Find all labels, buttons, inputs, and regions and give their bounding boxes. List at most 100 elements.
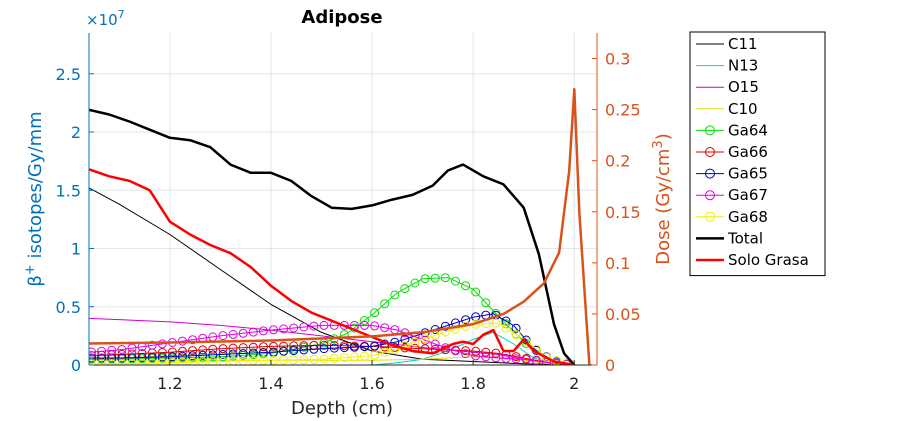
- marker-ga67-1: [97, 346, 107, 356]
- grid-lines: [89, 33, 597, 366]
- marker-ga65-26: [349, 342, 359, 352]
- marker-ga66-8: [167, 347, 177, 357]
- marker-ga64-33: [420, 274, 430, 284]
- marker-ga68-27: [360, 351, 369, 361]
- marker-ga66-17: [258, 342, 268, 352]
- marker-ga65-6: [147, 352, 157, 362]
- marker-ga68-1: [97, 359, 107, 365]
- marker-ga67-40: [491, 353, 501, 363]
- marker-ga68-32: [410, 337, 420, 347]
- marker-ga67-37: [461, 349, 471, 359]
- marker-ga64-35: [440, 273, 450, 283]
- legend-label-c10: C10: [728, 100, 758, 118]
- marker-ga68-2: [107, 359, 117, 365]
- y-right-tick-label-4: 0.2: [605, 152, 630, 171]
- marker-ga66-11: [198, 345, 208, 355]
- y-left-tick-label-4: 2: [71, 123, 81, 142]
- marker-ga65-24: [329, 343, 339, 353]
- marker-ga67-19: [279, 324, 289, 334]
- marker-ga68-19: [279, 355, 289, 365]
- marker-ga66-24: [329, 341, 339, 350]
- legend-marker-ga67: [705, 190, 715, 201]
- marker-ga68-6: [147, 358, 157, 365]
- legend-label-total: Total: [727, 229, 763, 247]
- series-layer: [89, 87, 591, 365]
- x-tick-label-3: 1.8: [460, 374, 485, 393]
- marker-ga65-41: [501, 316, 511, 326]
- marker-ga64-37: [461, 281, 471, 291]
- marker-ga68-11: [198, 357, 208, 365]
- marker-ga65-8: [167, 352, 177, 362]
- series-line-dose: [89, 87, 591, 365]
- marker-ga66-16: [248, 342, 258, 352]
- marker-ga68-8: [167, 358, 177, 365]
- marker-ga65-1: [97, 353, 107, 363]
- marker-ga68-33: [420, 334, 430, 344]
- marker-ga68-41: [501, 323, 511, 333]
- y-right-tick-label-2: 0.1: [605, 254, 630, 273]
- y-right-tick-label-1: 0.05: [605, 305, 641, 324]
- y-left-tick-label-5: 2.5: [56, 65, 81, 84]
- marker-ga67-17: [258, 326, 268, 336]
- marker-ga65-10: [188, 351, 198, 361]
- marker-ga67-38: [471, 351, 481, 361]
- marker-ga68-28: [370, 350, 380, 360]
- marker-ga65-27: [360, 342, 369, 352]
- marker-ga66-20: [289, 341, 299, 351]
- marker-ga67-10: [188, 335, 198, 345]
- legend-label-ga64: Ga64: [728, 121, 768, 139]
- y-right-tick-label-0: 0: [605, 356, 615, 375]
- marker-ga67-0: [89, 347, 96, 357]
- right-axis-label: Dose (Gy/cm3): [651, 133, 674, 264]
- marker-ga65-19: [279, 346, 289, 356]
- legend-label-ga65: Ga65: [728, 165, 768, 183]
- y-left-tick-label-0: 0: [71, 356, 81, 375]
- marker-ga68-5: [137, 358, 147, 365]
- marker-ga68-42: [511, 330, 521, 339]
- marker-ga65-12: [208, 350, 218, 360]
- marker-ga68-15: [238, 356, 248, 365]
- marker-ga67-23: [319, 320, 329, 330]
- marker-ga67-22: [309, 321, 319, 331]
- left-axis-label: β+ isotopes/Gy/mm: [23, 111, 46, 286]
- marker-ga67-35: [440, 343, 450, 353]
- marker-ga68-23: [319, 354, 329, 364]
- marker-ga65-38: [471, 312, 481, 322]
- legend-label-n13: N13: [728, 57, 758, 75]
- marker-ga65-14: [228, 349, 238, 359]
- legend-marker-ga64: [705, 125, 715, 136]
- marker-ga67-36: [451, 346, 460, 356]
- marker-ga67-18: [269, 325, 278, 335]
- marker-ga65-25: [339, 343, 349, 353]
- marker-ga68-4: [127, 359, 137, 365]
- y-left-tick-label-2: 1: [71, 240, 81, 259]
- marker-ga65-31: [400, 334, 410, 344]
- x-tick-label-2: 1.6: [359, 374, 384, 393]
- marker-ga66-42: [511, 352, 521, 362]
- marker-ga65-23: [319, 344, 329, 354]
- marker-ga67-7: [157, 339, 167, 349]
- marker-ga66-19: [279, 341, 289, 351]
- marker-ga65-9: [178, 351, 187, 361]
- marker-ga68-3: [117, 359, 127, 365]
- series-line-c11: [89, 187, 575, 365]
- y-right-tick-label-6: 0.3: [605, 50, 630, 69]
- marker-ga66-40: [491, 348, 501, 358]
- marker-ga68-14: [228, 356, 238, 365]
- y-right-tick-label-5: 0.25: [605, 101, 641, 120]
- marker-ga66-15: [238, 343, 248, 353]
- legend-marker-ga68: [705, 211, 715, 222]
- series-line-total: [89, 108, 576, 365]
- marker-ga68-22: [309, 354, 319, 364]
- marker-ga68-12: [208, 357, 218, 365]
- marker-ga67-41: [501, 353, 511, 363]
- marker-ga65-13: [218, 349, 228, 359]
- marker-ga64-34: [430, 273, 440, 283]
- legend-label-o15: O15: [728, 78, 759, 96]
- marker-ga66-14: [228, 343, 238, 353]
- marker-ga67-20: [289, 323, 299, 333]
- x-axis-label: Depth (cm): [291, 398, 393, 419]
- marker-ga67-43: [521, 355, 531, 364]
- marker-ga64-31: [400, 284, 410, 294]
